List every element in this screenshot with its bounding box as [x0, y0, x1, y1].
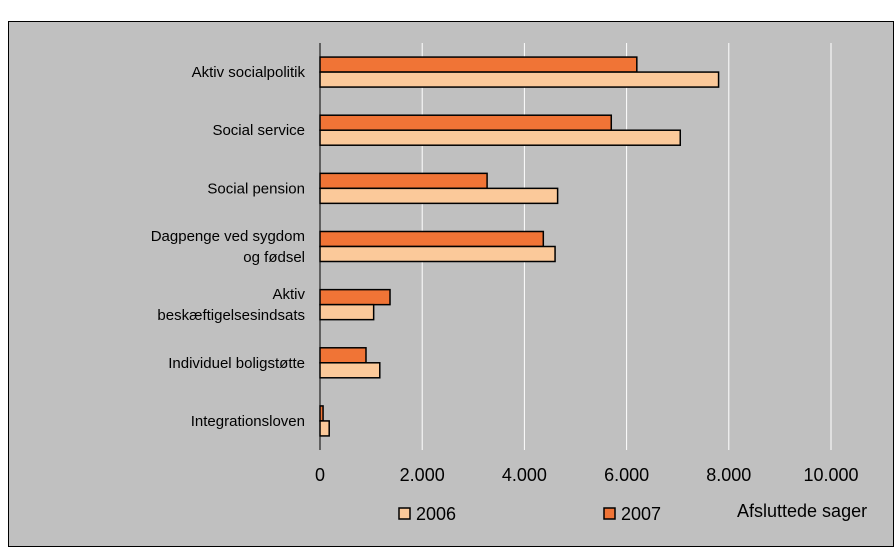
bar-2007 [319, 172, 488, 190]
bar-2006 [319, 187, 559, 205]
category-label: Aktiv socialpolitik [192, 64, 306, 81]
category-label: beskæftigelsesindsats [157, 307, 305, 324]
x-tick-label: 6.000 [604, 465, 649, 485]
x-tick-label: 2.000 [400, 465, 445, 485]
category-label: Individuel boligstøtte [168, 355, 305, 372]
bar-2007 [319, 347, 367, 364]
bar-2006 [319, 129, 682, 146]
bar-2006 [319, 245, 556, 263]
legend-label-2006: 2006 [416, 504, 456, 524]
x-tick-label: 10.000 [803, 465, 858, 485]
chart-area: Aktiv socialpolitik Social service Social … [8, 21, 894, 547]
bar-2006 [319, 71, 720, 88]
x-tick-label: 8.000 [706, 465, 751, 485]
category-label: Integrationsloven [191, 413, 305, 430]
bar-2007 [319, 114, 613, 131]
legend-swatch-2007 [603, 507, 616, 520]
bar-2007 [319, 230, 545, 248]
bar-2007 [319, 56, 638, 73]
category-label: Social pension [207, 180, 305, 197]
category-label: Aktiv [272, 286, 305, 303]
bar-chart: Aktiv socialpolitik Social service Social … [151, 43, 867, 524]
bar-2006 [319, 362, 381, 379]
x-tick-label: 4.000 [502, 465, 547, 485]
legend-swatch-2006 [398, 507, 411, 520]
x-axis-title: Afsluttede sager [737, 501, 867, 521]
bar-2006 [319, 420, 330, 437]
bar-2007 [319, 288, 391, 306]
bar-2006 [319, 303, 375, 321]
legend-label-2007: 2007 [621, 504, 661, 524]
x-tick-label: 0 [315, 465, 325, 485]
category-label: Social service [212, 122, 305, 139]
category-label: Dagpenge ved sygdom [151, 228, 305, 245]
category-label: og fødsel [243, 249, 305, 266]
